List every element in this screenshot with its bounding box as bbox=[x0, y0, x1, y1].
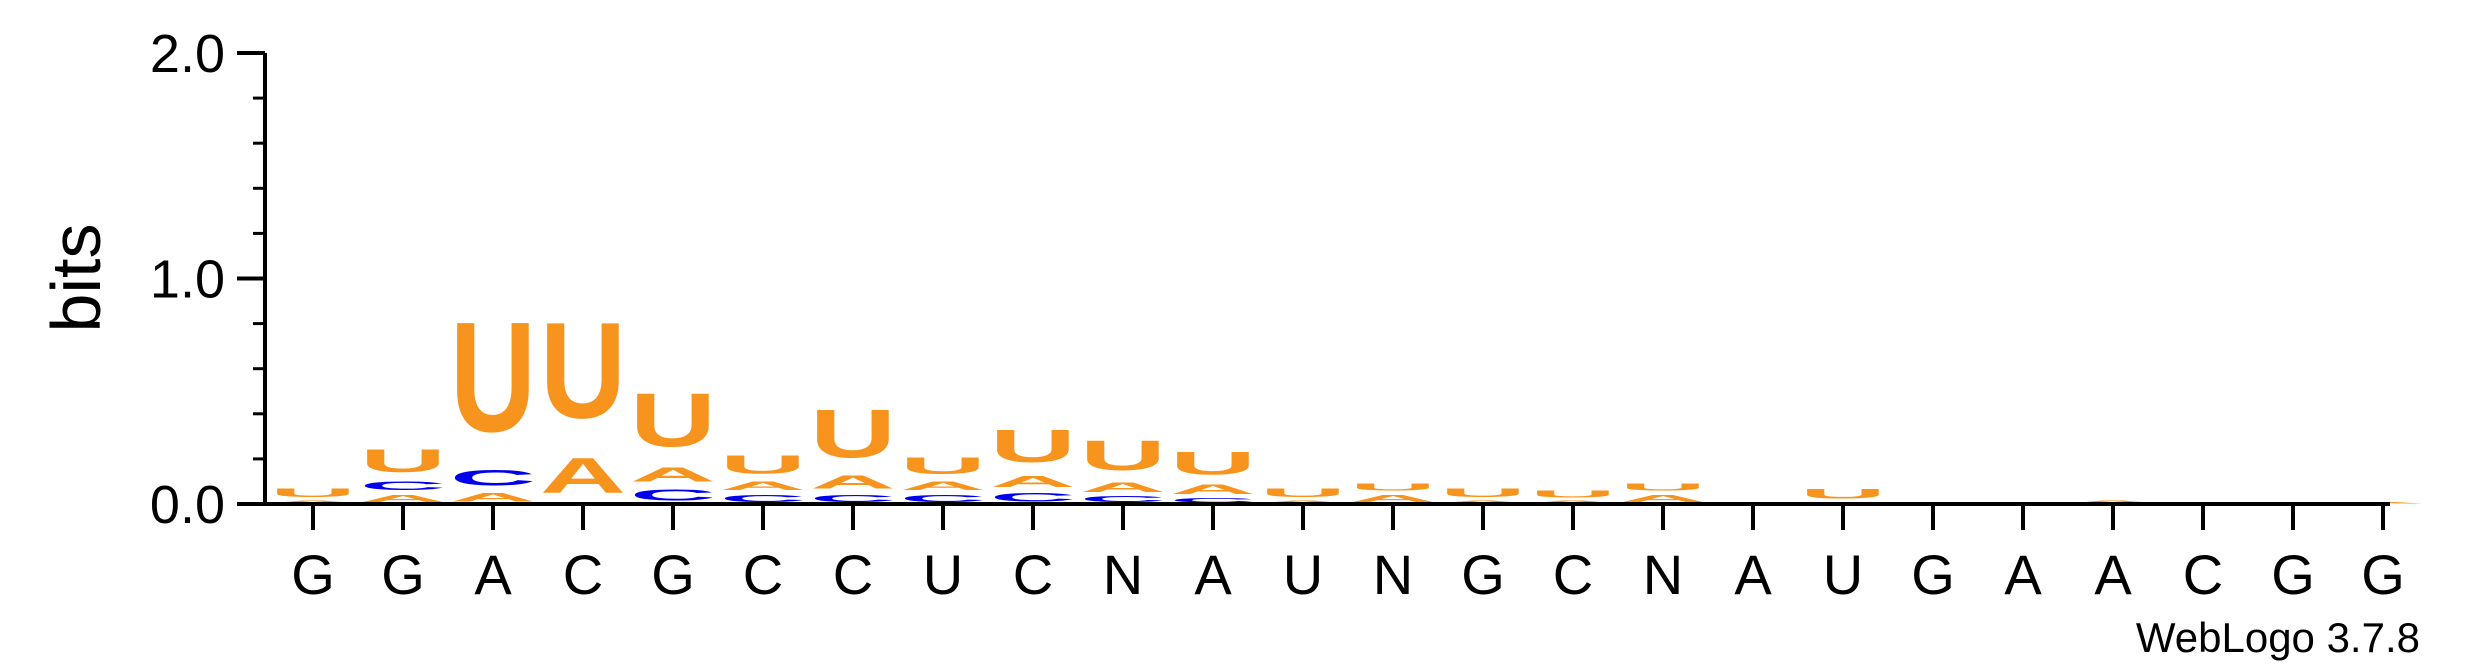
logo-glyph: U bbox=[1620, 481, 1706, 492]
logo-glyph: C bbox=[810, 493, 896, 504]
logo-glyph: U bbox=[270, 486, 356, 500]
logo-glyph: C bbox=[720, 493, 806, 504]
position-label: N bbox=[1643, 543, 1683, 606]
logo-glyph: U bbox=[450, 289, 536, 465]
logo-glyph: U bbox=[1080, 432, 1166, 479]
logo-glyph: A bbox=[1620, 493, 1706, 504]
logo-glyph: C bbox=[630, 486, 716, 504]
position-label: A bbox=[474, 543, 512, 606]
position-label: G bbox=[381, 543, 425, 606]
logo-glyph: A bbox=[630, 464, 716, 486]
logo-glyph: C bbox=[990, 490, 1076, 504]
logo-glyph: A bbox=[900, 479, 986, 493]
position-label: C bbox=[1013, 543, 1053, 606]
logo-glyph: A bbox=[990, 473, 1076, 491]
position-label: G bbox=[1461, 543, 1505, 606]
position-label: G bbox=[651, 543, 695, 606]
logo-glyph: A bbox=[1260, 499, 1346, 503]
logo-glyph: U bbox=[900, 452, 986, 479]
logo-glyph: A bbox=[540, 448, 626, 504]
position-label: G bbox=[2361, 543, 2405, 606]
position-label: G bbox=[1911, 543, 1955, 606]
position-label: G bbox=[291, 543, 335, 606]
logo-glyph: C bbox=[1080, 495, 1166, 504]
y-tick-label: 2.0 bbox=[150, 24, 225, 84]
logo-glyph: A bbox=[1440, 499, 1526, 503]
position-label: C bbox=[2183, 543, 2223, 606]
logo-glyph: A bbox=[1350, 493, 1436, 504]
logo-glyph: A bbox=[1530, 499, 1616, 503]
logo-glyph: A bbox=[450, 490, 536, 504]
position-label: U bbox=[1823, 543, 1863, 606]
logo-glyph: A bbox=[720, 479, 806, 493]
weblogo-credit: WebLogo 3.7.8 bbox=[2136, 614, 2420, 661]
position-label: G bbox=[2271, 543, 2315, 606]
position-label: C bbox=[563, 543, 603, 606]
position-label: A bbox=[2004, 543, 2042, 606]
logo-glyph: U bbox=[1440, 486, 1526, 500]
logo-glyph: U bbox=[540, 295, 626, 448]
position-label: C bbox=[1553, 543, 1593, 606]
y-axis-label: bits bbox=[37, 224, 115, 333]
logo-glyph: U bbox=[1530, 488, 1616, 499]
y-axis: 0.0 1.0 2.0 bbox=[150, 24, 267, 535]
position-label: C bbox=[833, 543, 873, 606]
logo-glyph: U bbox=[1350, 481, 1436, 492]
position-label: A bbox=[1194, 543, 1232, 606]
logo-glyph: C bbox=[360, 479, 446, 493]
y-tick-label: 0.0 bbox=[150, 475, 225, 535]
position-label: A bbox=[1734, 543, 1772, 606]
logo-glyph: U bbox=[1260, 486, 1346, 500]
logo-glyph: U bbox=[1800, 486, 1886, 502]
position-label: C bbox=[743, 543, 783, 606]
logo-glyph: C bbox=[1170, 497, 1256, 504]
logo-glyph: A bbox=[810, 473, 896, 493]
position-label: U bbox=[1283, 543, 1323, 606]
y-tick-label: 1.0 bbox=[150, 250, 225, 310]
position-label: U bbox=[923, 543, 963, 606]
logo-glyph: U bbox=[630, 378, 716, 464]
logo-glyph: U bbox=[360, 443, 446, 479]
logo-glyph: U bbox=[720, 450, 806, 479]
logo-glyph: A bbox=[360, 493, 446, 504]
logo-glyph: A bbox=[2070, 499, 2156, 503]
logo-glyph: U bbox=[810, 395, 896, 472]
logo-glyph: U bbox=[1170, 446, 1256, 482]
logo-glyph: C bbox=[450, 466, 536, 491]
position-label: N bbox=[1373, 543, 1413, 606]
logo-glyph: A bbox=[1170, 481, 1256, 497]
logo-glyph: A bbox=[1080, 479, 1166, 495]
position-label: A bbox=[2094, 543, 2132, 606]
position-label: N bbox=[1103, 543, 1143, 606]
logo-glyph: U bbox=[990, 421, 1076, 473]
logo-glyph: C bbox=[900, 493, 986, 504]
logo-glyph: A bbox=[270, 499, 356, 503]
